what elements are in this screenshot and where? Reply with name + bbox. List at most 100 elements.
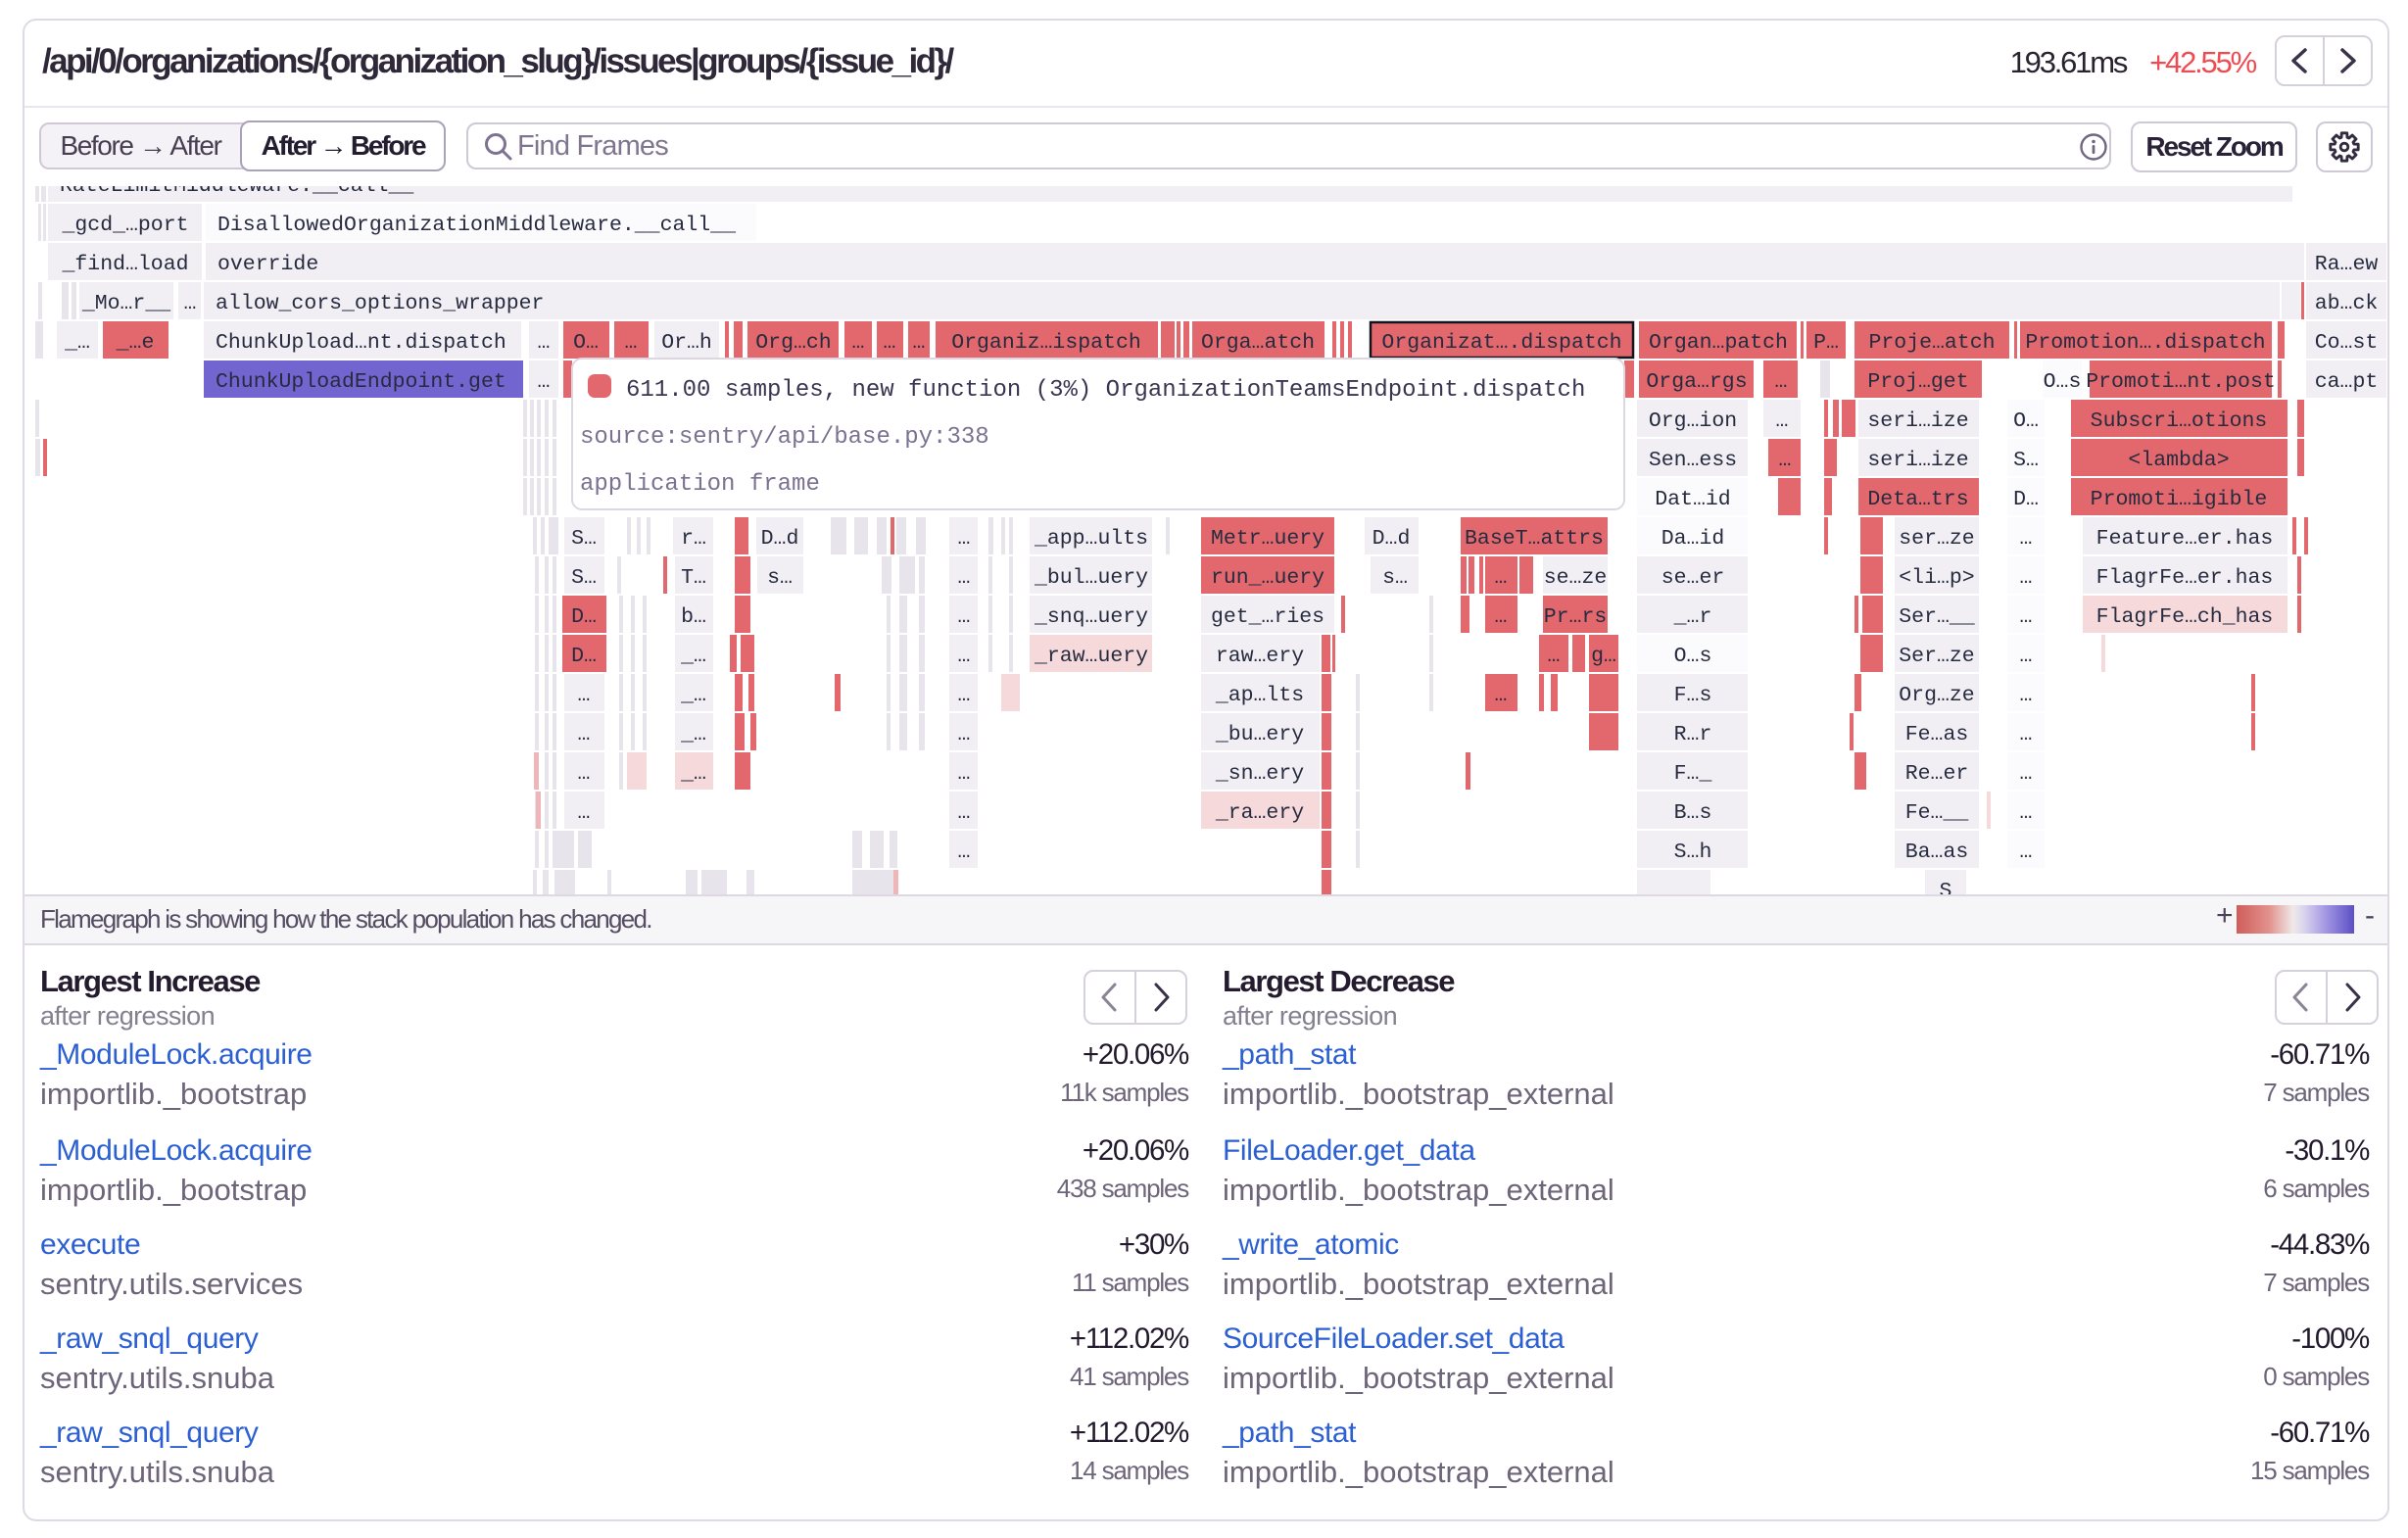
svg-text:R…r: R…r [1674, 723, 1712, 746]
svg-text:get_…ries: get_…ries [1211, 605, 1324, 629]
svg-text:Organiz…ispatch: Organiz…ispatch [951, 331, 1141, 355]
svg-text:Subscri…otions: Subscri…otions [2091, 409, 2268, 433]
svg-text:Co…st: Co…st [2315, 331, 2379, 355]
svg-text:…: … [1548, 645, 1561, 668]
svg-text:…: … [852, 331, 865, 355]
svg-text:Ba…as: Ba…as [1905, 841, 1969, 864]
svg-text:_…: _… [680, 645, 706, 668]
svg-text:Dat…id: Dat…id [1655, 488, 1730, 511]
svg-text:F…s: F…s [1674, 684, 1712, 707]
svg-text:s…: s… [767, 566, 793, 590]
svg-text:…: … [958, 684, 971, 707]
svg-text:S…h: S…h [1674, 841, 1712, 864]
svg-text:…: … [958, 566, 971, 590]
svg-text:…: … [578, 723, 591, 746]
svg-text:override: override [217, 253, 318, 276]
svg-text:B…s: B…s [1674, 801, 1712, 825]
svg-text:ChunkUploadEndpoint.get: ChunkUploadEndpoint.get [216, 370, 506, 394]
svg-text:Organizat….dispatch: Organizat….dispatch [1381, 331, 1621, 355]
svg-text:Promotion….dispatch: Promotion….dispatch [2025, 331, 2265, 355]
svg-text:_app…ults: _app…ults [1034, 527, 1148, 551]
svg-text:BaseT…attrs: BaseT…attrs [1465, 527, 1604, 551]
svg-text:Proj…get: Proj…get [1867, 370, 1968, 394]
svg-text:FlagrFe…ch_has: FlagrFe…ch_has [2096, 605, 2274, 629]
svg-text:Ser…ze: Ser…ze [1899, 645, 1974, 668]
svg-text:…: … [958, 723, 971, 746]
svg-text:…: … [1779, 449, 1792, 472]
svg-text:Orga…atch: Orga…atch [1201, 331, 1315, 355]
svg-text:_snq…uery: _snq…uery [1034, 605, 1148, 629]
svg-text:…: … [578, 684, 591, 707]
svg-text:run_…uery: run_…uery [1211, 566, 1324, 590]
svg-text:S…: S… [571, 566, 597, 590]
svg-text:D…: D… [2013, 488, 2039, 511]
svg-text:_…r: _…r [1673, 605, 1712, 629]
svg-text:…: … [184, 292, 197, 315]
svg-text:seri…ize: seri…ize [1867, 409, 1968, 433]
svg-text:…: … [1495, 605, 1508, 629]
svg-text:D…: D… [571, 645, 597, 668]
svg-text:_bu…ery: _bu…ery [1215, 723, 1304, 746]
svg-text:…: … [2020, 762, 2033, 786]
svg-text:Ra…ew: Ra…ew [2315, 253, 2379, 276]
svg-text:_sn…ery: _sn…ery [1215, 762, 1304, 786]
svg-text:Org…ze: Org…ze [1899, 684, 1974, 707]
svg-text:…: … [1495, 566, 1508, 590]
svg-text:se…er: se…er [1662, 566, 1725, 590]
svg-text:FlagrFe…er.has: FlagrFe…er.has [2096, 566, 2274, 590]
svg-text:<lambda>: <lambda> [2128, 449, 2229, 472]
svg-text:…: … [538, 370, 551, 394]
svg-text:…: … [2020, 841, 2033, 864]
svg-text:Metr…uery: Metr…uery [1211, 527, 1324, 551]
svg-text:Ser…__: Ser…__ [1899, 605, 1975, 629]
svg-text:T…: T… [681, 566, 706, 590]
svg-text:…: … [1776, 409, 1789, 433]
svg-text:_raw…uery: _raw…uery [1034, 645, 1148, 668]
svg-text:Promoti…nt.post: Promoti…nt.post [2086, 370, 2276, 394]
svg-text:Promoti…igible: Promoti…igible [2091, 488, 2268, 511]
svg-text:…: … [958, 841, 971, 864]
svg-text:ca…pt: ca…pt [2315, 370, 2379, 394]
svg-text:Org…ch: Org…ch [755, 331, 831, 355]
svg-text:S…: S… [571, 527, 597, 551]
svg-text:ChunkUpload…nt.dispatch: ChunkUpload…nt.dispatch [216, 331, 506, 355]
svg-text:Orga…rgs: Orga…rgs [1646, 370, 1747, 394]
svg-text:…: … [2020, 645, 2033, 668]
svg-text:raw…ery: raw…ery [1216, 645, 1304, 668]
svg-text:…: … [2020, 801, 2033, 825]
svg-text:Fe…as: Fe…as [1905, 723, 1969, 746]
svg-text:RateLimitMiddleware.__call__: RateLimitMiddleware.__call__ [60, 186, 413, 198]
svg-text:Pr…rs: Pr…rs [1544, 605, 1608, 629]
svg-text:…: … [958, 801, 971, 825]
svg-text:…: … [2020, 723, 2033, 746]
svg-text:P…: P… [1813, 331, 1839, 355]
svg-text:_ra…ery: _ra…ery [1215, 801, 1304, 825]
svg-text:Proje…atch: Proje…atch [1868, 331, 1995, 355]
svg-text:…: … [958, 605, 971, 629]
svg-text:Sen…ess: Sen…ess [1649, 449, 1737, 472]
svg-text:…: … [1775, 370, 1788, 394]
svg-text:Feature…er.has: Feature…er.has [2096, 527, 2274, 551]
svg-text:…: … [958, 762, 971, 786]
svg-text:DisallowedOrganizationMiddlewa: DisallowedOrganizationMiddleware.__call_… [217, 214, 736, 237]
svg-text:…: … [958, 645, 971, 668]
svg-text:S…: S… [2013, 449, 2039, 472]
svg-text:_…: _… [680, 723, 706, 746]
svg-text:O…s: O…s [2044, 370, 2082, 394]
svg-text:_find…load: _find…load [61, 253, 188, 276]
svg-text:…: … [958, 527, 971, 551]
svg-text:…: … [2020, 566, 2033, 590]
svg-text:se…ze: se…ze [1544, 566, 1608, 590]
svg-text:F…_: F…_ [1674, 762, 1712, 786]
svg-text:b…: b… [681, 605, 706, 629]
svg-text:_Mo…r__: _Mo…r__ [81, 292, 170, 315]
svg-text:O…s: O…s [1674, 645, 1712, 668]
svg-text:ser…ze: ser…ze [1899, 527, 1974, 551]
svg-text:…: … [578, 762, 591, 786]
svg-text:…: … [2020, 684, 2033, 707]
svg-text:…: … [884, 331, 896, 355]
svg-text:…: … [578, 801, 591, 825]
svg-text:s…: s… [1382, 566, 1408, 590]
svg-text:…: … [2020, 527, 2033, 551]
svg-text:application frame: application frame [580, 471, 820, 498]
